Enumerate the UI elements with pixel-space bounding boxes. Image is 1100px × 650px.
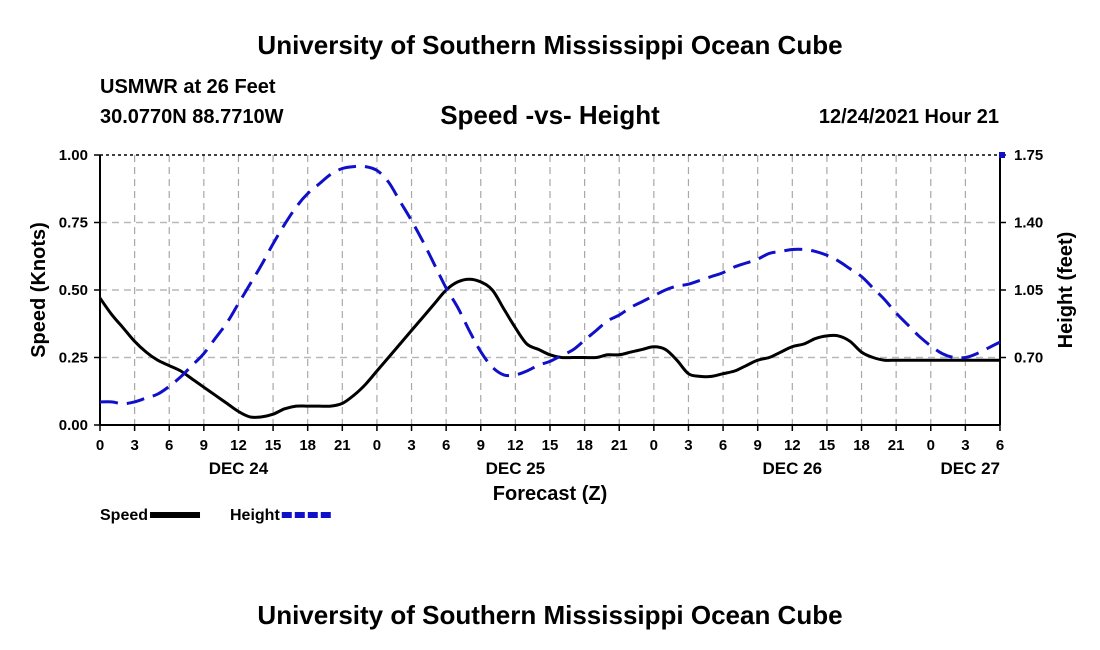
speed-height-chart: 0 3 6 9 12 15 18 21 0 3 6 9 12 15 18 21 0 3 6 9 12 15 18 21 0 3 6 D… — [28, 147, 1077, 524]
day-label: DEC 24 — [209, 459, 269, 478]
legend-label-speed: Speed — [100, 507, 148, 524]
coordinates-label: 30.0770N 88.7710W — [100, 106, 284, 128]
y2-tick-label: 1.40 — [1014, 215, 1043, 232]
day-label: DEC 25 — [486, 459, 546, 478]
x-tick-label: 9 — [477, 437, 485, 454]
x-tick-label: 15 — [542, 437, 559, 454]
footer-title: University of Southern Mississippi Ocean… — [257, 600, 843, 630]
x-tick-label: 9 — [200, 437, 208, 454]
y-tick-label: 0.25 — [59, 350, 88, 367]
x-tick-label: 0 — [650, 437, 658, 454]
x-tick-label: 0 — [96, 437, 104, 454]
x-tick-label: 3 — [684, 437, 692, 454]
x-tick-label: 6 — [719, 437, 727, 454]
x-tick-label: 18 — [853, 437, 870, 454]
x-tick-label: 18 — [299, 437, 316, 454]
x-tick-label: 12 — [784, 437, 801, 454]
x-tick-label: 9 — [754, 437, 762, 454]
y-tick-label: 0.50 — [59, 282, 88, 299]
x-tick-label: 18 — [576, 437, 593, 454]
x-tick-label: 0 — [927, 437, 935, 454]
x-tick-label: 3 — [961, 437, 969, 454]
day-label: DEC 26 — [763, 459, 823, 478]
chart-title: Speed -vs- Height — [440, 100, 660, 130]
day-label: DEC 27 — [940, 459, 1000, 478]
x-tick-label: 15 — [265, 437, 282, 454]
x-tick-label: 21 — [611, 437, 628, 454]
y-tick-label: 0.75 — [59, 215, 88, 232]
y2-tick-label: 1.05 — [1014, 282, 1043, 299]
x-tick-label: 6 — [442, 437, 450, 454]
x-tick-label: 6 — [996, 437, 1004, 454]
y2-tick-label: 0.70 — [1014, 350, 1043, 367]
series-line-height — [99, 164, 1001, 406]
x-tick-label: 0 — [373, 437, 381, 454]
station-label: USMWR at 26 Feet — [100, 76, 276, 98]
x-tick-label: 21 — [334, 437, 351, 454]
legend-label-height: Height — [230, 507, 280, 524]
y2-tick-label: 1.75 — [1014, 147, 1043, 164]
x-tick-label: 12 — [230, 437, 247, 454]
y-tick-label: 0.00 — [59, 417, 88, 434]
x-tick-label: 3 — [130, 437, 138, 454]
x-tick-label: 12 — [507, 437, 524, 454]
y-tick-label: 1.00 — [59, 147, 88, 164]
page-title: University of Southern Mississippi Ocean… — [257, 30, 843, 60]
x-tick-label: 3 — [407, 437, 415, 454]
x-tick-label: 6 — [165, 437, 173, 454]
y-axis-label: Speed (Knots) — [28, 222, 50, 358]
y2-axis-label: Height (feet) — [1055, 232, 1077, 349]
x-tick-label: 15 — [819, 437, 836, 454]
datetime-label: 12/24/2021 Hour 21 — [818, 106, 999, 128]
series-line-speed — [98, 277, 1000, 419]
y2-axis-marker — [999, 152, 1005, 158]
x-axis-label: Forecast (Z) — [493, 483, 607, 505]
x-tick-label: 21 — [888, 437, 905, 454]
